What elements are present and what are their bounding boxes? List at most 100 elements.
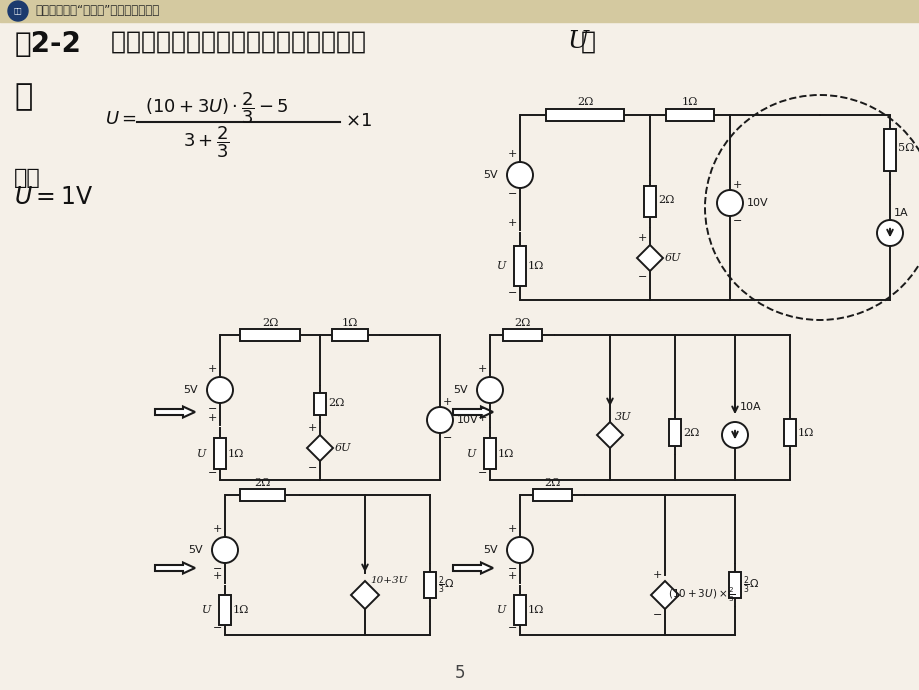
Text: 2Ω: 2Ω bbox=[544, 478, 560, 488]
Text: +: + bbox=[208, 413, 217, 423]
Text: −: − bbox=[507, 623, 516, 633]
Text: 1Ω: 1Ω bbox=[681, 97, 698, 107]
Text: 10V: 10V bbox=[746, 198, 767, 208]
Text: 6U: 6U bbox=[335, 443, 351, 453]
Text: U: U bbox=[201, 605, 210, 615]
Text: 1Ω: 1Ω bbox=[497, 448, 514, 458]
Text: 。: 。 bbox=[581, 30, 596, 54]
Bar bbox=[514, 246, 526, 286]
Polygon shape bbox=[154, 562, 195, 573]
Bar bbox=[783, 419, 795, 446]
Text: 试用电源等效变换法求图电路中的电压: 试用电源等效变换法求图电路中的电压 bbox=[95, 30, 366, 54]
Text: −: − bbox=[507, 189, 516, 199]
Text: −: − bbox=[637, 272, 646, 282]
Bar bbox=[219, 595, 231, 625]
Polygon shape bbox=[351, 581, 379, 609]
Text: +: + bbox=[208, 364, 217, 374]
Text: 5Ω: 5Ω bbox=[897, 143, 913, 153]
Text: 5V: 5V bbox=[183, 385, 198, 395]
Bar bbox=[503, 329, 541, 341]
Text: −: − bbox=[652, 610, 662, 620]
Text: $\times1$: $\times1$ bbox=[345, 112, 371, 130]
Text: $\frac{2}{3}$Ω: $\frac{2}{3}$Ω bbox=[743, 574, 758, 595]
Polygon shape bbox=[636, 245, 663, 271]
Polygon shape bbox=[596, 422, 622, 448]
Text: +: + bbox=[732, 180, 742, 190]
Text: 1Ω: 1Ω bbox=[233, 605, 249, 615]
Text: −: − bbox=[732, 216, 742, 226]
Polygon shape bbox=[452, 562, 493, 573]
Text: −: − bbox=[212, 623, 221, 633]
Text: 2Ω: 2Ω bbox=[262, 318, 278, 328]
Text: $(10+3U)\cdot\dfrac{2}{3}-5$: $(10+3U)\cdot\dfrac{2}{3}-5$ bbox=[145, 90, 289, 126]
Text: +: + bbox=[307, 423, 317, 433]
Circle shape bbox=[8, 1, 28, 21]
Text: −: − bbox=[307, 463, 317, 473]
Text: 2Ω: 2Ω bbox=[254, 478, 270, 488]
Text: +: + bbox=[507, 218, 516, 228]
Bar bbox=[532, 489, 572, 501]
Text: 5V: 5V bbox=[482, 170, 497, 180]
Text: U: U bbox=[496, 605, 505, 615]
Text: −: − bbox=[507, 288, 516, 298]
Text: $\frac{2}{3}$Ω: $\frac{2}{3}$Ω bbox=[437, 574, 454, 595]
Text: 2Ω: 2Ω bbox=[514, 318, 530, 328]
Text: +: + bbox=[212, 524, 221, 534]
Text: $U=$: $U=$ bbox=[105, 110, 137, 128]
Circle shape bbox=[426, 407, 452, 433]
Text: −: − bbox=[208, 468, 217, 478]
Bar bbox=[313, 393, 325, 415]
Circle shape bbox=[876, 220, 902, 246]
Text: +: + bbox=[507, 149, 516, 159]
Text: +: + bbox=[507, 571, 516, 581]
Bar bbox=[214, 437, 226, 469]
Text: 6U: 6U bbox=[664, 253, 681, 263]
Text: +: + bbox=[652, 570, 662, 580]
Circle shape bbox=[476, 377, 503, 403]
Text: 1Ω: 1Ω bbox=[797, 428, 813, 438]
Text: 解得: 解得 bbox=[14, 168, 40, 188]
Text: 2Ω: 2Ω bbox=[328, 398, 344, 408]
Bar bbox=[728, 572, 740, 598]
Text: 1Ω: 1Ω bbox=[228, 448, 244, 458]
Text: 解: 解 bbox=[14, 82, 32, 111]
Text: 2Ω: 2Ω bbox=[657, 195, 674, 205]
Bar bbox=[424, 572, 436, 598]
Text: $U=1\mathrm{V}$: $U=1\mathrm{V}$ bbox=[14, 186, 93, 209]
Text: 3U: 3U bbox=[614, 412, 630, 422]
Text: 例2-2: 例2-2 bbox=[15, 30, 82, 58]
Text: $(10+3U)\times\frac{2}{3}$: $(10+3U)\times\frac{2}{3}$ bbox=[667, 586, 734, 604]
Text: 1Ω: 1Ω bbox=[342, 318, 357, 328]
Text: U: U bbox=[567, 30, 588, 53]
Text: 5V: 5V bbox=[453, 385, 468, 395]
Text: −: − bbox=[477, 404, 486, 414]
Bar bbox=[883, 129, 895, 171]
Bar bbox=[240, 489, 285, 501]
Polygon shape bbox=[307, 435, 333, 461]
Bar bbox=[545, 109, 623, 121]
Text: −: − bbox=[208, 404, 217, 414]
Text: +: + bbox=[507, 524, 516, 534]
Text: 1Ω: 1Ω bbox=[528, 605, 544, 615]
Text: 十五: 十五 bbox=[14, 8, 22, 14]
Circle shape bbox=[506, 162, 532, 188]
Bar bbox=[514, 595, 526, 625]
Text: −: − bbox=[443, 433, 452, 443]
Bar bbox=[240, 329, 300, 341]
Text: −: − bbox=[507, 564, 516, 574]
Text: 1Ω: 1Ω bbox=[528, 261, 544, 271]
Circle shape bbox=[716, 190, 743, 216]
Bar bbox=[665, 109, 713, 121]
Circle shape bbox=[211, 537, 238, 563]
Bar bbox=[643, 186, 655, 217]
Text: 1A: 1A bbox=[893, 208, 908, 218]
Circle shape bbox=[506, 537, 532, 563]
Text: U: U bbox=[197, 448, 206, 458]
Text: −: − bbox=[477, 468, 486, 478]
Circle shape bbox=[721, 422, 747, 448]
Text: 5V: 5V bbox=[482, 545, 497, 555]
Text: −: − bbox=[212, 564, 221, 574]
Text: +: + bbox=[477, 413, 486, 423]
Text: +: + bbox=[212, 571, 221, 581]
Text: 2Ω: 2Ω bbox=[682, 428, 698, 438]
